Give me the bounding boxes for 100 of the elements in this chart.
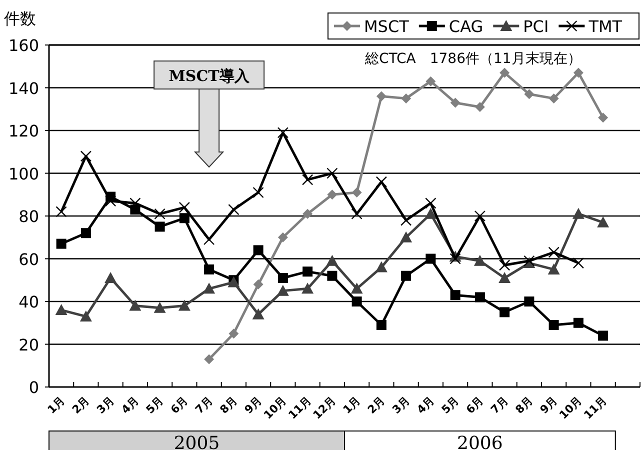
text: 2006	[457, 433, 503, 450]
point	[203, 234, 215, 246]
x-tick-label: 2月	[365, 394, 388, 416]
point	[352, 296, 362, 306]
point	[253, 279, 264, 290]
point	[401, 93, 412, 104]
point	[572, 208, 584, 219]
x-tick-label: 1月	[340, 394, 363, 416]
annotation: 総CTCA 1786件（11月末現在）	[364, 51, 582, 67]
point	[573, 318, 584, 328]
x-tick-label: 6月	[168, 394, 191, 416]
x-tick-label: 8月	[512, 394, 536, 416]
point	[276, 284, 289, 296]
point	[154, 302, 166, 313]
point	[327, 190, 338, 200]
point	[350, 282, 363, 294]
point	[376, 91, 386, 102]
point	[450, 98, 460, 108]
point	[277, 127, 289, 138]
legend-label: TMT	[588, 17, 622, 36]
point	[426, 76, 436, 86]
point	[400, 231, 412, 242]
x-tick-label: 3月	[390, 394, 412, 416]
point	[376, 176, 388, 188]
point	[573, 68, 584, 78]
point	[572, 257, 584, 269]
y-axis-title: 件数	[4, 9, 36, 28]
point	[400, 214, 412, 226]
legend-label: CAG	[448, 17, 484, 36]
point	[129, 300, 142, 311]
x-tick-label: 7月	[488, 394, 511, 416]
point	[253, 245, 264, 256]
point	[302, 266, 313, 277]
legend-label: MSCT	[364, 17, 410, 36]
point	[178, 300, 190, 311]
legend-label: PCI	[523, 17, 549, 36]
point	[104, 195, 116, 207]
point	[154, 222, 165, 232]
point	[375, 261, 388, 272]
text: 2005	[174, 433, 220, 450]
point	[278, 232, 288, 242]
point	[401, 270, 412, 281]
point	[426, 254, 436, 264]
point	[228, 204, 240, 216]
point	[597, 216, 610, 228]
point	[302, 174, 314, 186]
point	[524, 89, 534, 100]
x-tick-label: 1月	[45, 394, 68, 416]
point	[474, 210, 486, 222]
point	[56, 238, 66, 249]
y-tick-label: 20	[18, 335, 39, 354]
point	[450, 290, 460, 300]
point	[178, 202, 190, 214]
point	[425, 198, 436, 209]
point	[474, 292, 485, 302]
point	[498, 260, 510, 271]
point	[351, 208, 362, 220]
point	[450, 253, 461, 264]
point	[302, 208, 313, 219]
point	[376, 320, 386, 330]
point	[500, 68, 510, 78]
x-tick-label: 4月	[118, 394, 142, 416]
point	[252, 186, 264, 198]
point	[500, 307, 510, 318]
annotation: MSCT導入	[168, 67, 250, 85]
x-tick-label: 8月	[217, 394, 240, 416]
point	[228, 328, 239, 339]
point	[104, 272, 117, 283]
point	[80, 310, 92, 322]
point	[598, 112, 608, 123]
point	[204, 354, 214, 364]
point	[80, 228, 91, 238]
point	[326, 168, 338, 179]
x-tick-label: 2月	[70, 394, 92, 416]
point	[203, 282, 216, 294]
x-tick-label: 6月	[464, 394, 486, 416]
x-tick-label: 5月	[439, 394, 462, 416]
x-tick-label: 5月	[144, 394, 166, 416]
y-tick-label: 120	[8, 122, 39, 140]
point	[302, 282, 314, 294]
y-tick-label: 100	[8, 164, 39, 184]
point	[598, 330, 608, 341]
point	[524, 296, 534, 306]
point	[474, 102, 485, 112]
point	[498, 272, 511, 283]
x-tick-label: 7月	[192, 394, 216, 416]
point	[548, 263, 560, 274]
y-tick-label: 80	[18, 207, 39, 226]
point	[179, 213, 190, 224]
point	[327, 270, 338, 281]
point	[154, 208, 166, 220]
point	[204, 264, 214, 274]
x-tick-label: 3月	[94, 394, 117, 416]
point	[352, 187, 362, 198]
x-tick-label: 4月	[414, 394, 437, 416]
point	[130, 198, 141, 209]
point	[55, 304, 68, 316]
y-tick-label: 160	[8, 36, 39, 55]
y-tick-label: 140	[8, 78, 39, 98]
point	[424, 208, 437, 219]
